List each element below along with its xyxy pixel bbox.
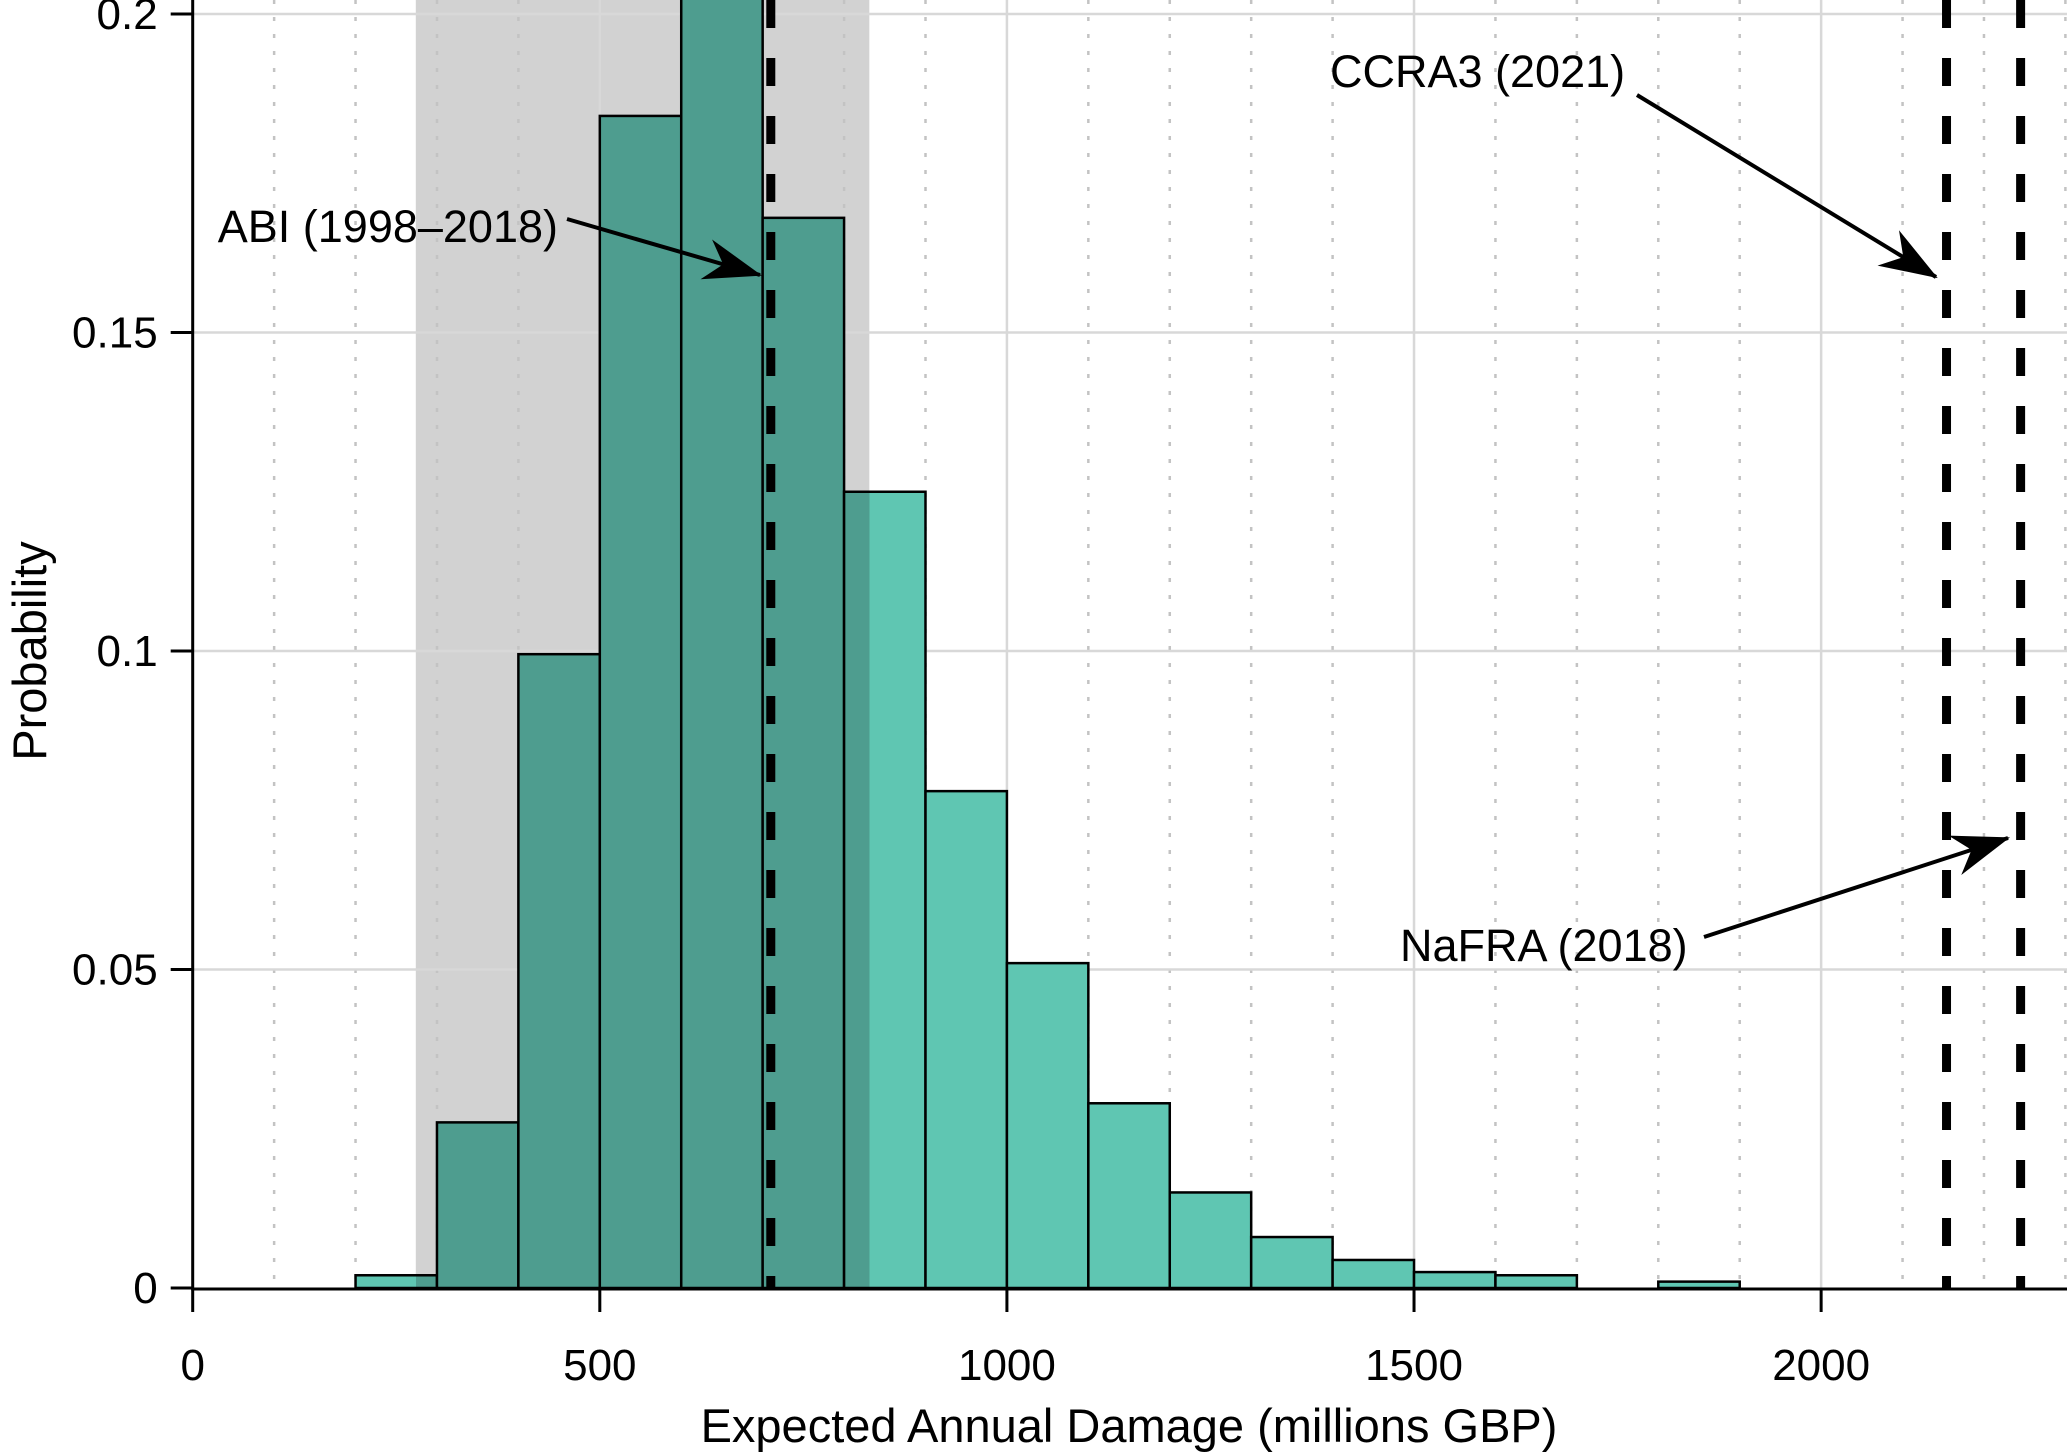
x-tick-label: 1500 [1365, 1341, 1463, 1390]
histogram-bar-1400-1500 [1331, 1258, 1416, 1290]
histogram-bars-layer [354, 0, 1741, 1290]
histogram-bar-1500-1600 [1412, 1270, 1497, 1290]
y-tick-label: 0.2 [97, 0, 158, 39]
x-tick-label: 1000 [958, 1341, 1056, 1390]
histogram-bar-900-1000 [924, 789, 1009, 1290]
x-axis-title: Expected Annual Damage (millions GBP) [701, 1399, 1558, 1452]
y-tick-label: 0.15 [72, 309, 158, 358]
reference-lines-layer [766, 0, 2026, 1288]
y-tick-label: 0.1 [97, 627, 158, 676]
histogram-bar-400-500 [517, 652, 602, 1290]
histogram-bar-1800-1900 [1657, 1280, 1741, 1290]
histogram-bar-200-300 [354, 1274, 439, 1290]
axes-layer [170, 0, 2067, 1312]
y-tick-label: 0.05 [72, 946, 158, 995]
histogram-bar-1100-1200 [1087, 1102, 1172, 1290]
tick-labels-layer: 0 500 1000 1500 2000 0 0.05 0.1 0.15 0.2 [72, 0, 1870, 1390]
nafra-annotation-label: NaFRA (2018) [1400, 920, 1688, 971]
histogram-bar-1200-1300 [1168, 1191, 1253, 1290]
y-tick-label: 0 [133, 1264, 157, 1313]
x-tick-label: 2000 [1772, 1341, 1870, 1390]
x-tick-label: 0 [180, 1341, 204, 1390]
nafra-annotation-arrow [1703, 835, 2010, 939]
x-tick-label: 500 [563, 1341, 636, 1390]
histogram-bar-600-700 [679, 0, 764, 1290]
abi-annotation-arrow [566, 217, 762, 280]
annotations-layer: ABI (1998–2018) CCRA3 (2021) NaFRA (2018… [218, 46, 2010, 971]
histogram-bar-500-600 [598, 114, 683, 1290]
histogram-bar-1300-1400 [1249, 1235, 1334, 1290]
abi-annotation-label: ABI (1998–2018) [218, 201, 558, 252]
ccra3-annotation-arrow [1635, 93, 1938, 279]
y-axis-title: Probability [3, 541, 56, 761]
histogram-bar-800-900 [842, 490, 927, 1290]
histogram-bar-1600-1700 [1494, 1274, 1579, 1290]
ccra3-annotation-label: CCRA3 (2021) [1330, 46, 1625, 97]
histogram-bar-300-400 [435, 1121, 520, 1290]
histogram-bar-1000-1100 [1005, 961, 1090, 1290]
